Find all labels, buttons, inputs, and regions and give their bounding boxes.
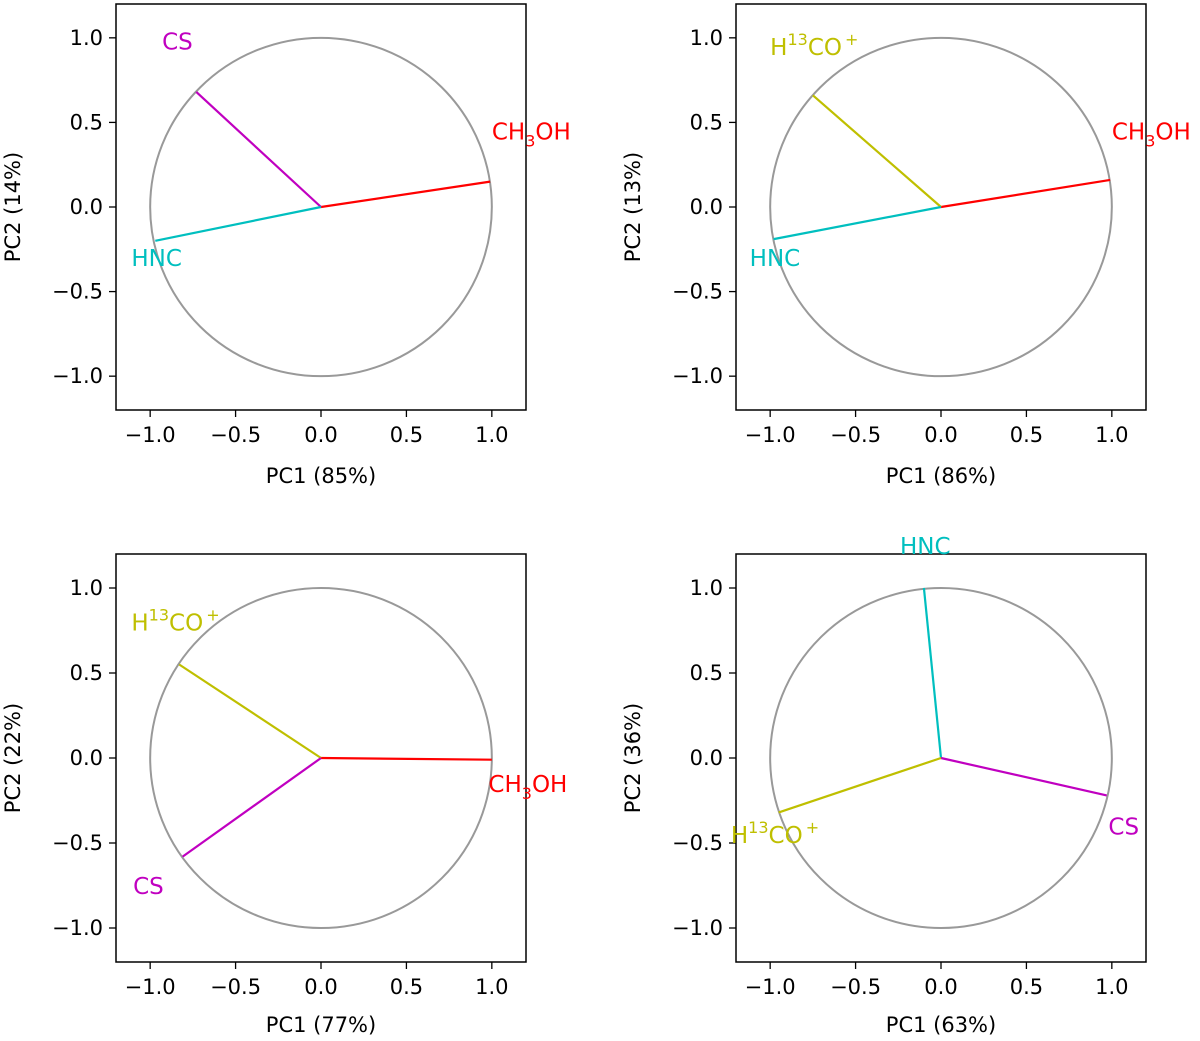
vector-cs (181, 757, 322, 858)
panel-4: −1.0 −0.5 0.0 0.5 1.0 −1.0 −0.5 0.0 0.5 1.0 PC1 (6… (621, 534, 1147, 1037)
label-cs: CS (1108, 815, 1139, 841)
label-hnc: HNC (131, 246, 182, 272)
x-tick-label: 0.0 (304, 423, 337, 447)
x-tick-label: −0.5 (830, 975, 881, 999)
x-tick-label: 1.0 (1095, 975, 1128, 999)
label-h13co: H13CO + (770, 30, 858, 61)
vector-ch3oh (320, 180, 491, 209)
vector-ch3oh (940, 178, 1111, 209)
x-axis-label: PC1 (86%) (886, 464, 996, 488)
label-cs: CS (133, 874, 164, 900)
label-ch3oh: CH3OH (492, 119, 571, 150)
panel-3: −1.0 −0.5 0.0 0.5 1.0 −1.0 −0.5 0.0 0.5 1.0 PC1 (7… (1, 553, 567, 1037)
y-tick-label: −0.5 (672, 280, 723, 304)
x-axis-label: PC1 (85%) (266, 464, 376, 488)
vector-ch3oh (320, 756, 492, 761)
label-hnc: HNC (750, 246, 801, 272)
panel-2: −1.0 −0.5 0.0 0.5 1.0 −1.0 −0.5 0.0 0.5 1.0 PC1 (8… (621, 3, 1191, 488)
y-tick-label: −1.0 (672, 364, 723, 388)
y-tick-label: 0.0 (70, 195, 103, 219)
label-h13co: H13CO + (131, 606, 219, 637)
y-axis-label: PC2 (14%) (1, 152, 25, 262)
vector-hnc (922, 587, 943, 759)
y-tick-label: 0.5 (690, 661, 723, 685)
label-cs: CS (162, 30, 193, 56)
y-tick-label: 1.0 (690, 26, 723, 50)
label-ch3oh: CH3OH (488, 772, 567, 803)
label-hnc: HNC (900, 534, 951, 560)
y-tick-label: −1.0 (52, 364, 103, 388)
y-tick-label: 0.0 (70, 746, 103, 770)
label-ch3oh: CH3OH (1112, 119, 1191, 150)
y-tick-label: −1.0 (52, 916, 103, 940)
x-axis-label: PC1 (63%) (886, 1013, 996, 1037)
vector-hnc (773, 205, 942, 241)
x-tick-label: 0.5 (1010, 423, 1043, 447)
label-h13co: H13CO + (731, 818, 819, 849)
vector-cs (195, 91, 322, 208)
y-tick-label: 0.5 (690, 110, 723, 134)
y-tick-label: 0.0 (690, 746, 723, 770)
x-tick-label: −1.0 (125, 423, 176, 447)
y-axis-label: PC2 (13%) (621, 152, 645, 262)
y-tick-label: 1.0 (70, 26, 103, 50)
y-tick-label: 1.0 (690, 576, 723, 600)
y-tick-label: 1.0 (70, 576, 103, 600)
unit-circle (149, 587, 493, 929)
x-tick-label: 0.5 (1010, 975, 1043, 999)
x-tick-label: 0.5 (390, 975, 423, 999)
unit-circle (769, 36, 1113, 378)
x-tick-label: −0.5 (210, 975, 261, 999)
y-tick-label: 0.5 (70, 661, 103, 685)
vector-h13co (778, 756, 942, 814)
x-tick-label: 0.0 (924, 423, 957, 447)
unit-circle (149, 36, 493, 378)
panel-1: −1.0 −0.5 0.0 0.5 1.0 −1.0 −0.5 0.0 0.5 1.0 PC1 (8… (1, 3, 571, 488)
x-axis-label: PC1 (77%) (266, 1013, 376, 1037)
y-tick-label: −1.0 (672, 916, 723, 940)
vector-cs (940, 756, 1107, 797)
x-tick-label: 1.0 (1095, 423, 1128, 447)
y-axis-label: PC2 (36%) (621, 703, 645, 813)
x-tick-label: 0.0 (924, 975, 957, 999)
x-tick-label: 1.0 (475, 975, 508, 999)
x-tick-label: 0.0 (304, 975, 337, 999)
y-tick-label: 0.5 (70, 110, 103, 134)
y-tick-label: 0.0 (690, 195, 723, 219)
x-tick-label: −1.0 (125, 975, 176, 999)
x-tick-label: −1.0 (745, 975, 796, 999)
vector-h13co (812, 94, 942, 208)
x-tick-label: 0.5 (390, 423, 423, 447)
vector-h13co (178, 663, 322, 759)
unit-circle (769, 587, 1113, 929)
vector-hnc (155, 205, 322, 242)
x-tick-label: 1.0 (475, 423, 508, 447)
y-tick-label: −0.5 (52, 831, 103, 855)
x-tick-label: −0.5 (830, 423, 881, 447)
x-tick-label: −0.5 (210, 423, 261, 447)
y-tick-label: −0.5 (672, 831, 723, 855)
y-tick-label: −0.5 (52, 280, 103, 304)
y-axis-label: PC2 (22%) (1, 703, 25, 813)
x-tick-label: −1.0 (745, 423, 796, 447)
